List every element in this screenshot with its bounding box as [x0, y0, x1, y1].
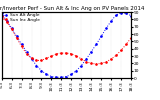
Title: Solar/Inverter Perf - Sun Alt & Inc Ang on PV Panels 2014: Solar/Inverter Perf - Sun Alt & Inc Ang … — [0, 6, 145, 11]
Legend: Sun Alt Angle, Sun Inc Angle: Sun Alt Angle, Sun Inc Angle — [3, 13, 40, 22]
